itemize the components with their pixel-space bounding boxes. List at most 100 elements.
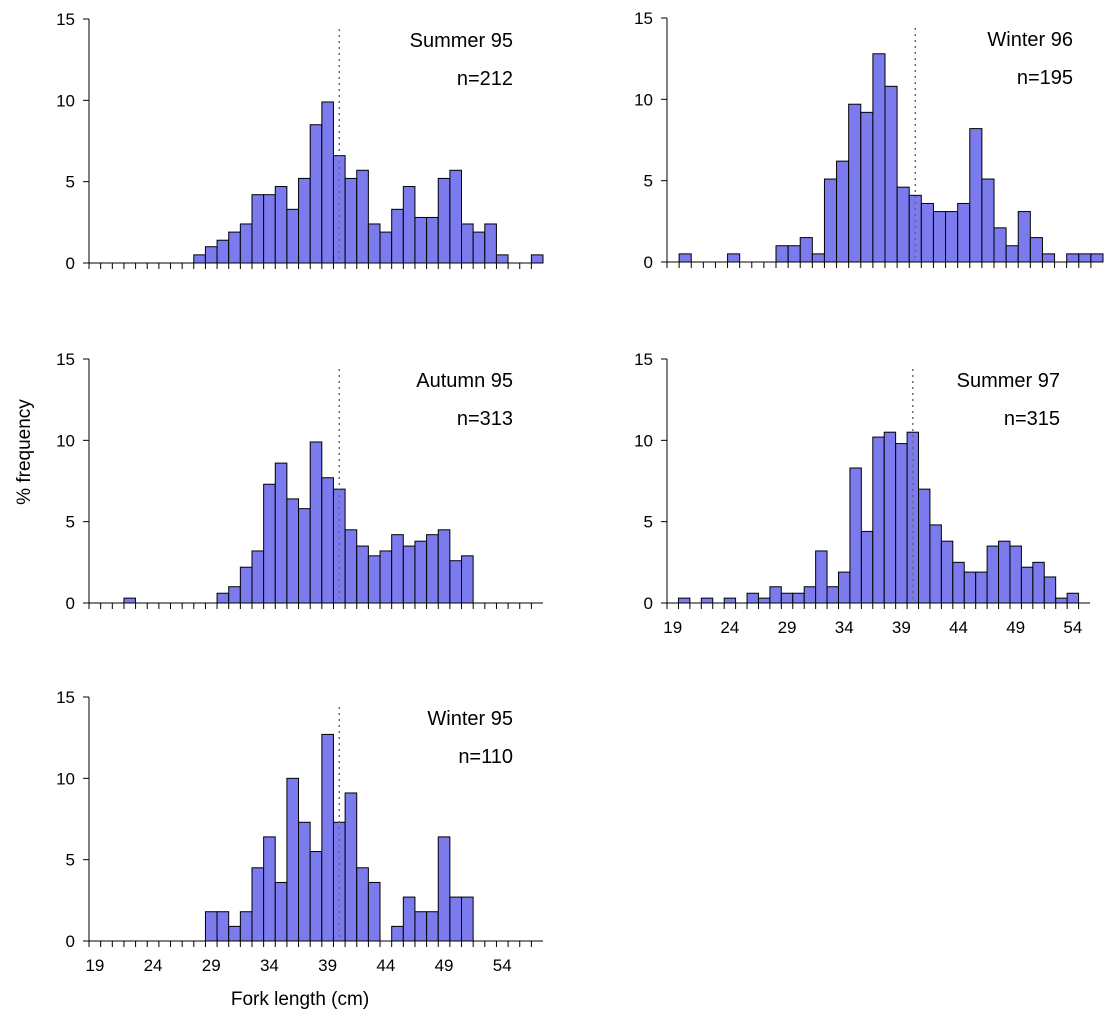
histogram-bar	[216, 239, 230, 264]
histogram-bar	[228, 586, 241, 604]
histogram-bar	[780, 592, 794, 604]
histogram-bar	[1020, 566, 1034, 604]
histogram-bar	[823, 178, 838, 263]
histogram-bar	[1032, 561, 1045, 604]
histogram-bar	[799, 237, 813, 263]
histogram-bar	[461, 896, 474, 942]
histogram-bar	[263, 836, 276, 942]
histogram-bar	[986, 545, 1000, 604]
histogram-bar	[391, 534, 404, 604]
histogram-bar	[723, 597, 737, 604]
histogram-bar	[402, 186, 416, 264]
x-tick-label: 39	[318, 956, 337, 975]
histogram-bar	[836, 160, 850, 263]
histogram-bar	[309, 124, 323, 264]
histogram-bar	[309, 441, 323, 604]
histogram-bar	[860, 530, 874, 604]
y-tick-label: 10	[56, 431, 75, 450]
x-tick-label: 29	[202, 956, 221, 975]
histogram-bar	[952, 561, 965, 604]
histogram-bar	[838, 571, 851, 604]
histogram-bar	[216, 911, 230, 942]
histogram-bar	[920, 202, 934, 263]
panel-title: Summer 95	[410, 30, 513, 52]
panel-summer-97: 0 5 10 15 19 24 29 34 39 44 49 54 Summer 97 n=315	[634, 350, 1090, 637]
histogram-bar	[437, 836, 451, 942]
x-tick-label: 54	[1063, 618, 1082, 637]
panel-title: Winter 96	[987, 29, 1073, 51]
histogram-bar	[193, 254, 206, 264]
histogram-bar	[379, 231, 393, 264]
histogram-bar	[274, 186, 288, 264]
panel-title: Winter 95	[427, 708, 513, 730]
histogram-bar	[356, 545, 369, 604]
histogram-bar	[1090, 253, 1104, 263]
y-tick-label: 15	[56, 688, 75, 707]
histogram-bar	[811, 253, 825, 263]
histogram-bar	[298, 508, 311, 604]
histogram-bar	[1066, 253, 1080, 263]
panel-autumn-95: 0 5 10 15 Autumn 95 n=313	[56, 350, 543, 613]
histogram-bar	[391, 925, 404, 942]
x-tick-label: 19	[663, 618, 682, 637]
panel-n-label: n=110	[458, 746, 513, 768]
histogram-bar	[286, 777, 300, 942]
histogram-bar	[263, 483, 276, 604]
histogram-bar	[849, 467, 862, 604]
histogram-bar	[402, 896, 416, 942]
histogram-bar	[426, 216, 439, 264]
histogram-bar	[321, 101, 334, 264]
y-tick-label: 10	[56, 91, 75, 110]
histogram-bar	[932, 211, 947, 263]
panel-n-label: n=313	[457, 408, 513, 430]
x-tick-label: 44	[949, 618, 968, 637]
histogram-bar	[918, 488, 931, 604]
histogram-bar	[975, 571, 988, 604]
histogram-bar	[344, 177, 358, 264]
histogram-bar	[727, 253, 741, 263]
histogram-bar	[872, 53, 886, 263]
x-tick-label: 34	[260, 956, 279, 975]
histogram-bar	[321, 733, 334, 942]
y-tick-label: 10	[56, 769, 75, 788]
histogram-bar	[826, 586, 839, 604]
histogram-bar	[251, 550, 265, 604]
histogram-bar	[228, 231, 241, 264]
histogram-bar	[945, 211, 959, 263]
panel-title: Autumn 95	[416, 370, 513, 392]
y-tick-label: 0	[644, 594, 653, 613]
histogram-bar	[239, 911, 253, 942]
histogram-bar	[1029, 237, 1043, 263]
histogram-bar	[981, 178, 995, 263]
histogram-bar	[263, 194, 276, 264]
histogram-bar	[530, 254, 544, 264]
panel-n-label: n=195	[1017, 67, 1073, 89]
histogram-bar	[204, 911, 218, 942]
histogram-bar	[216, 592, 230, 604]
y-tick-label: 15	[634, 350, 653, 369]
y-tick-label: 10	[634, 90, 653, 109]
x-tick-label: 49	[435, 956, 454, 975]
y-axis-label: % frequency	[14, 399, 35, 505]
histogram-bar	[906, 431, 919, 604]
y-tick-label: 10	[634, 431, 653, 450]
y-tick-label: 0	[66, 932, 75, 951]
histogram-bar	[472, 231, 486, 264]
histogram-bar	[848, 103, 862, 263]
histogram-bar	[993, 227, 1007, 263]
histogram-bar	[677, 597, 691, 604]
histogram-bar	[274, 881, 288, 942]
y-tick-label: 0	[66, 254, 75, 273]
histogram-bar	[449, 169, 462, 264]
histogram-bar	[414, 216, 428, 264]
histogram-bar	[1041, 253, 1056, 263]
histogram-bar	[344, 792, 358, 942]
histogram-bar	[391, 208, 404, 264]
histogram-bar	[1055, 597, 1068, 604]
histogram-bar	[461, 223, 474, 264]
histogram-bar	[414, 911, 428, 942]
histogram-bar	[344, 529, 358, 604]
histogram-bar	[204, 246, 218, 264]
histogram-bar	[356, 867, 369, 942]
